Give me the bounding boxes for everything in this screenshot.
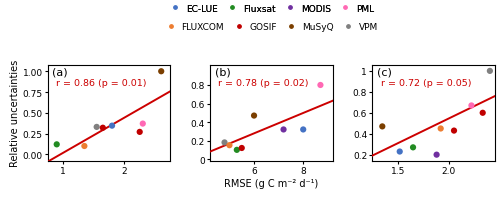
Y-axis label: Relative uncertainties: Relative uncertainties [10,60,20,167]
Point [396,150,404,153]
Point [250,114,258,118]
Point [108,124,116,128]
Text: (c): (c) [377,67,392,77]
Point [238,147,246,150]
Point [468,104,475,108]
Point [486,70,494,73]
Point [80,145,88,148]
Point [299,128,307,131]
Point [52,143,60,146]
X-axis label: RMSE (g C m⁻² d⁻¹): RMSE (g C m⁻² d⁻¹) [224,178,318,188]
Text: r = 0.86 (p = 0.01): r = 0.86 (p = 0.01) [56,79,146,88]
Point [378,125,386,128]
Legend: FLUXCOM, GOSIF, MuSyQ, VPM: FLUXCOM, GOSIF, MuSyQ, VPM [162,23,378,32]
Point [99,126,107,130]
Text: r = 0.72 (p = 0.05): r = 0.72 (p = 0.05) [380,79,471,88]
Point [409,146,417,149]
Point [139,122,147,126]
Legend: EC-LUE, Fluxsat, MODIS, PML: EC-LUE, Fluxsat, MODIS, PML [166,4,374,13]
Point [436,127,444,131]
Point [136,131,143,134]
Point [233,149,241,152]
Point [432,153,440,156]
Point [316,84,324,87]
Text: (b): (b) [214,67,230,77]
Text: r = 0.78 (p = 0.02): r = 0.78 (p = 0.02) [218,79,309,88]
Text: (a): (a) [52,67,68,77]
Point [226,144,234,147]
Point [92,126,100,129]
Point [280,128,287,131]
Point [478,112,486,115]
Point [220,141,228,144]
Point [450,129,458,133]
Point [157,70,165,73]
